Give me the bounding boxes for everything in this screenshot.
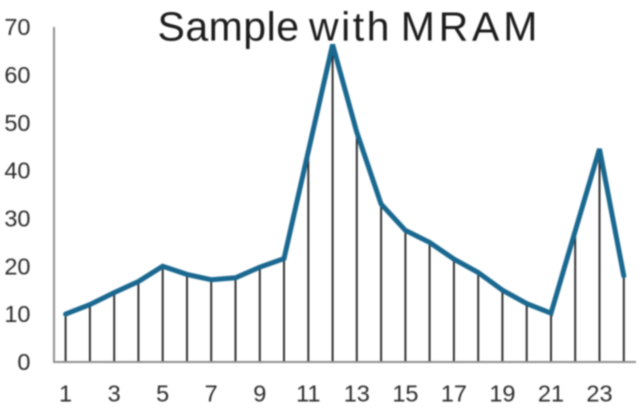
svg-text:9: 9: [253, 381, 266, 407]
svg-text:5: 5: [156, 381, 169, 407]
svg-text:10: 10: [4, 301, 30, 327]
svg-text:20: 20: [4, 253, 30, 279]
svg-text:7: 7: [205, 381, 218, 407]
svg-text:60: 60: [4, 62, 30, 88]
svg-text:70: 70: [4, 14, 30, 40]
svg-text:19: 19: [489, 381, 515, 407]
svg-text:50: 50: [4, 110, 30, 136]
svg-text:3: 3: [108, 381, 121, 407]
svg-text:21: 21: [538, 381, 564, 407]
svg-text:13: 13: [344, 381, 370, 407]
svg-text:1: 1: [59, 381, 72, 407]
svg-text:15: 15: [392, 381, 418, 407]
svg-text:30: 30: [4, 206, 30, 232]
svg-text:MRAM: MRAM: [401, 4, 541, 50]
svg-text:11: 11: [296, 381, 320, 407]
svg-text:23: 23: [586, 381, 612, 407]
svg-text:40: 40: [4, 158, 30, 184]
svg-text:17: 17: [441, 381, 467, 407]
svg-text:Sample: Sample: [158, 4, 300, 50]
svg-text:0: 0: [17, 349, 30, 375]
svg-text:with: with: [308, 4, 392, 50]
